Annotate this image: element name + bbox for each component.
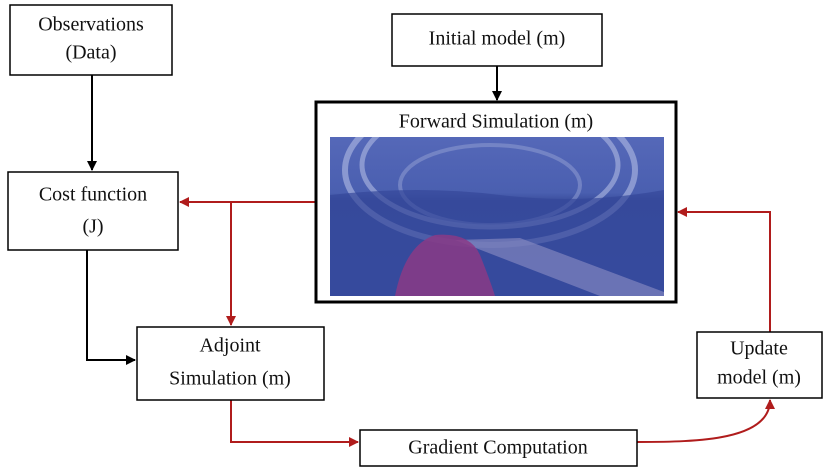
forward-simulation-node: Forward Simulation (m) bbox=[314, 100, 678, 304]
observations-node: Observations (Data) bbox=[9, 4, 173, 76]
node-label: Update bbox=[730, 338, 788, 360]
cost-function-node: Cost function (J) bbox=[7, 171, 179, 251]
node-label: Adjoint bbox=[199, 335, 261, 357]
node-label: model (m) bbox=[717, 367, 801, 389]
node-label: Forward Simulation (m) bbox=[399, 111, 593, 133]
gradient-node: Gradient Computation bbox=[359, 429, 638, 467]
node-label: Initial model (m) bbox=[429, 28, 566, 50]
node-label: (Data) bbox=[65, 42, 116, 64]
connectors bbox=[86, 66, 775, 447]
adjoint-node: Adjoint Simulation (m) bbox=[136, 326, 325, 401]
node-label: (J) bbox=[82, 216, 103, 238]
initial-model-node: Initial model (m) bbox=[391, 13, 603, 67]
node-label: Simulation (m) bbox=[169, 368, 291, 390]
node-label: Cost function bbox=[39, 184, 147, 206]
node-label: Gradient Computation bbox=[408, 437, 587, 459]
simulation-image bbox=[330, 137, 664, 296]
node-label: Observations bbox=[38, 14, 144, 36]
update-model-node: Update model (m) bbox=[696, 331, 823, 399]
